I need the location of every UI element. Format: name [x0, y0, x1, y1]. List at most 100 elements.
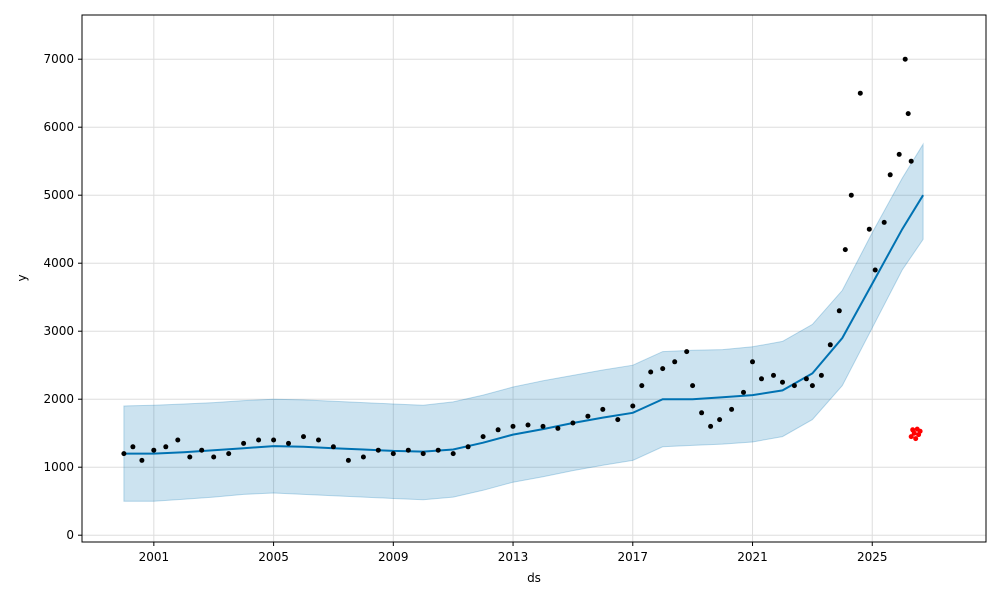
plot-area [82, 15, 986, 542]
y-tick-label: 4000 [43, 256, 74, 270]
observed-point [286, 440, 291, 446]
observed-point [139, 457, 145, 463]
observed-point [465, 444, 471, 450]
observed-point [163, 444, 169, 450]
observed-point [672, 359, 678, 365]
y-tick-label: 0 [66, 528, 74, 542]
test-point [913, 436, 919, 442]
observed-point [809, 383, 815, 389]
test-point [908, 434, 914, 440]
observed-point [151, 447, 157, 453]
grid-lines [82, 15, 986, 542]
observed-point [908, 158, 914, 164]
y-axis-label: y [15, 274, 29, 281]
observed-point [375, 447, 381, 453]
observed-point [690, 383, 696, 389]
observed-point [842, 247, 848, 253]
observed-point [175, 437, 181, 443]
observed-point [570, 420, 576, 426]
observed-point [750, 359, 755, 365]
y-axis-ticks: 0 1000 2000 3000 4000 5000 6000 7000 [43, 52, 82, 542]
observed-point [803, 376, 809, 382]
observed-point [630, 403, 636, 409]
observed-point [872, 267, 878, 273]
observed-point [525, 422, 531, 428]
observed-point [540, 423, 546, 429]
observed-point [555, 425, 561, 431]
observed-point [660, 366, 666, 372]
y-tick-label: 3000 [43, 324, 74, 338]
observed-point [708, 423, 714, 429]
observed-point [699, 410, 705, 416]
observed-point [771, 372, 776, 378]
observed-point [848, 192, 854, 198]
observed-point [345, 457, 351, 463]
observed-point [818, 372, 824, 378]
observed-point [780, 379, 785, 385]
observed-point [187, 454, 193, 460]
observed-point [585, 413, 591, 419]
x-tick-label: 2025 [857, 550, 888, 564]
forecast-line [123, 194, 924, 455]
observed-point [495, 427, 501, 433]
observed-point [639, 383, 645, 389]
x-tick-label: 2017 [618, 550, 649, 564]
observed-point [121, 451, 127, 457]
y-tick-label: 2000 [43, 392, 74, 406]
observed-point [405, 447, 411, 453]
observed-point [759, 376, 764, 382]
x-tick-label: 2005 [258, 550, 289, 564]
observed-point [684, 349, 690, 355]
observed-point [390, 451, 396, 457]
observed-point [905, 111, 911, 117]
uncertainty-band-area [123, 142, 924, 502]
observed-point [330, 444, 336, 450]
observed-point [827, 342, 833, 348]
x-axis-ticks: 2001 2005 2009 2013 2017 2021 2025 [139, 542, 888, 564]
observed-point [211, 454, 217, 460]
observed-point [729, 406, 735, 412]
uncertainty-band [123, 142, 924, 502]
x-tick-label: 2021 [737, 550, 768, 564]
y-tick-label: 1000 [43, 460, 74, 474]
observed-point [857, 90, 863, 96]
x-tick-label: 2013 [498, 550, 529, 564]
observed-point [199, 447, 205, 453]
observed-point [271, 437, 277, 443]
observed-point [226, 451, 232, 457]
x-tick-label: 2001 [139, 550, 170, 564]
observed-point [717, 417, 723, 423]
observed-point [881, 219, 887, 225]
observed-point [902, 56, 908, 62]
observed-point [510, 423, 516, 429]
observed-point [130, 444, 136, 450]
observed-point [316, 437, 321, 443]
y-tick-label: 7000 [43, 52, 74, 66]
test-point [911, 430, 917, 436]
x-tick-label: 2009 [378, 550, 409, 564]
test-points [908, 426, 923, 442]
observed-point [866, 226, 872, 232]
forecast-series-line [123, 194, 924, 455]
observed-point [836, 308, 842, 314]
observed-point [600, 406, 606, 412]
observed-point [435, 447, 441, 453]
observed-point [887, 172, 893, 178]
observed-point [301, 434, 306, 440]
y-tick-label: 6000 [43, 120, 74, 134]
observed-point [420, 451, 426, 457]
observed-point [480, 434, 486, 440]
observed-point [896, 151, 902, 157]
observed-point [741, 389, 746, 395]
y-tick-label: 5000 [43, 188, 74, 202]
observed-point [648, 369, 654, 375]
test-point [917, 428, 923, 434]
plot-frame [81, 14, 987, 543]
x-axis-label: ds [527, 571, 541, 585]
observed-point [256, 437, 262, 443]
observed-point [241, 440, 247, 446]
observed-point [615, 417, 621, 423]
observed-point [360, 454, 366, 460]
observed-point [450, 451, 456, 457]
